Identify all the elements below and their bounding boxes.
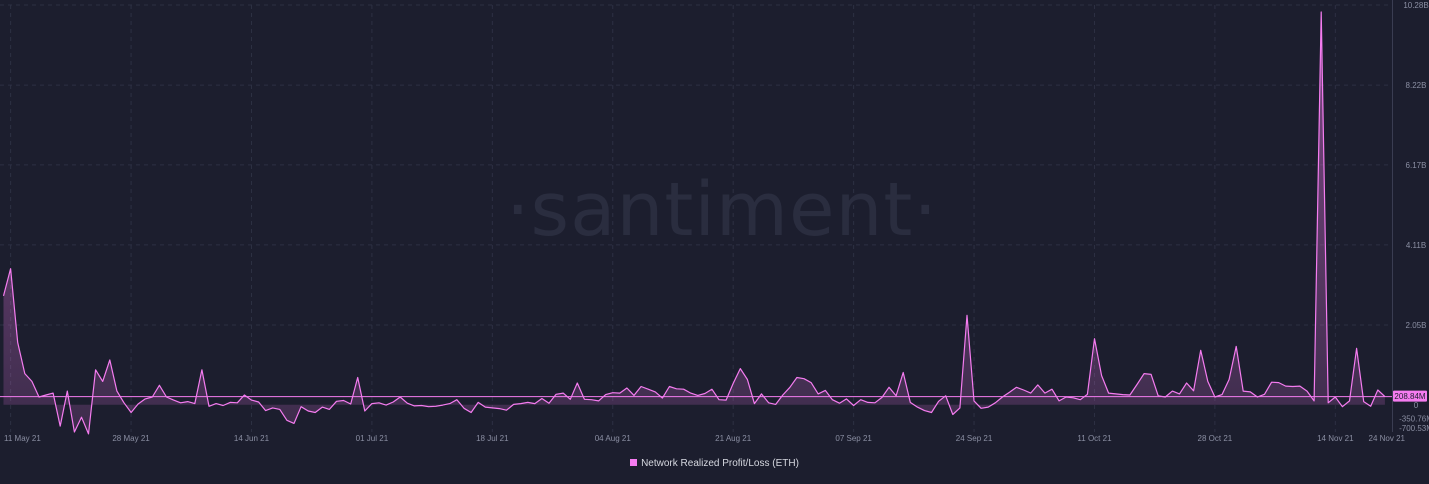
y-tick-label: 0 [1414, 401, 1419, 410]
y-tick-label: 10.28B [1403, 1, 1428, 10]
current-value-badge-bg [1393, 390, 1427, 402]
x-tick-label: 28 May 21 [112, 434, 150, 443]
y-tick-label: -350.76M [1399, 414, 1429, 423]
current-value-badge: 208.84M [1393, 390, 1427, 402]
x-tick-label: 14 Jun 21 [234, 434, 270, 443]
legend-swatch-icon [630, 459, 638, 466]
y-axis: 10.28B 8.22B 6.17B 4.11B 2.05B 0 -350.76M-700.… [1392, 0, 1429, 433]
series-area [0, 11, 1392, 435]
x-tick-label: 14 Nov 21 [1317, 434, 1354, 443]
santiment-watermark: ·santiment· [506, 167, 938, 253]
x-tick-label: 18 Jul 21 [476, 434, 509, 443]
x-tick-label: 11 May 21 [4, 434, 41, 443]
x-tick-label: 11 Oct 21 [1077, 434, 1112, 443]
x-tick-label: 28 Oct 21 [1198, 434, 1233, 443]
y-tick-label: 6.17B [1406, 161, 1427, 170]
y-tick-label: 4.11B [1406, 241, 1426, 250]
x-tick-label: 21 Aug 21 [715, 434, 752, 443]
legend-label: Network Realized Profit/Loss (ETH) [641, 458, 799, 469]
series-line [2, 11, 1386, 435]
x-tick-label: 07 Sep 21 [835, 434, 872, 443]
y-tick-label: 8.22B [1406, 81, 1427, 90]
x-tick-label: 24 Nov 21 [1369, 434, 1406, 443]
y-tick-label: 2.05B [1406, 321, 1427, 330]
y-tick-label: -700.53M [1399, 424, 1429, 433]
x-tick-label: 04 Aug 21 [595, 434, 632, 443]
current-value-badge-text: 208.84M [1394, 392, 1425, 401]
x-axis: 11 May 21 28 May 21 14 Jun 21 01 Jul 21 18 J… [4, 434, 1406, 443]
x-tick-label: 01 Jul 21 [356, 434, 389, 443]
legend[interactable]: Network Realized Profit/Loss (ETH) [0, 458, 1429, 469]
x-tick-label: 24 Sep 21 [956, 434, 993, 443]
